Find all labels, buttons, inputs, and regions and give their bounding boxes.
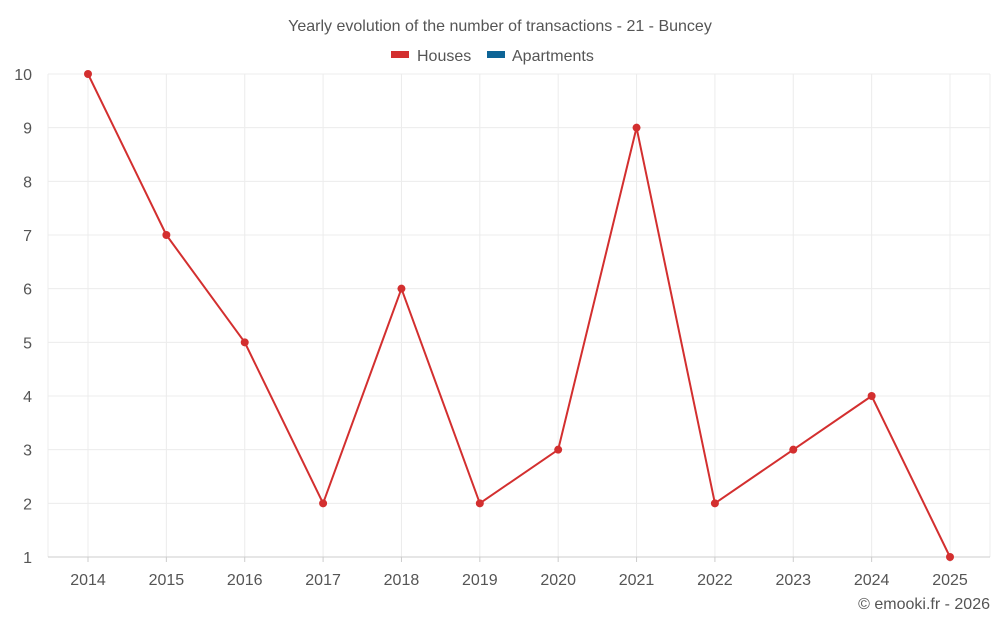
data-point — [946, 553, 954, 561]
x-tick-label: 2020 — [540, 572, 576, 589]
data-point — [475, 499, 484, 508]
x-axis: 2014 2015 2016 2017 2018 2019 2020 2021 2022 2023… — [48, 556, 990, 589]
data-point — [397, 284, 406, 293]
data-point — [554, 445, 563, 454]
x-tick-label: 2015 — [149, 572, 185, 589]
x-tick-label: 2022 — [697, 572, 733, 589]
data-point — [632, 123, 641, 132]
y-tick-label: 1 — [23, 550, 32, 567]
x-tick-label: 2017 — [305, 572, 341, 589]
x-tick-label: 2025 — [932, 572, 968, 589]
grid — [47, 73, 991, 557]
legend-label-houses[interactable]: Houses — [417, 48, 471, 65]
y-tick-label: 4 — [23, 389, 32, 406]
data-point — [84, 70, 92, 78]
data-point — [789, 445, 798, 454]
x-tick-label: 2023 — [775, 572, 811, 589]
y-axis: 1 2 3 4 5 6 7 8 9 10 — [14, 67, 32, 567]
x-tick-label: 2024 — [854, 572, 890, 589]
x-tick-label: 2019 — [462, 572, 498, 589]
y-tick-label: 8 — [23, 174, 32, 191]
series-line-houses — [87, 73, 951, 558]
legend-swatch-apartments — [487, 51, 505, 58]
x-tick-label: 2014 — [70, 572, 106, 589]
x-tick-label: 2021 — [619, 572, 655, 589]
data-point — [710, 499, 719, 508]
legend-label-apartments[interactable]: Apartments — [512, 48, 594, 65]
x-tick-label: 2018 — [384, 572, 420, 589]
y-tick-label: 7 — [23, 228, 32, 245]
legend-swatch-houses — [391, 51, 409, 58]
credit-text: © emooki.fr - 2026 — [858, 596, 990, 613]
y-tick-label: 9 — [23, 121, 32, 138]
series-houses — [84, 70, 954, 561]
legend: Houses Apartments — [391, 48, 594, 65]
y-tick-label: 6 — [23, 282, 32, 299]
chart-title: Yearly evolution of the number of transa… — [288, 18, 712, 35]
x-tick-label: 2016 — [227, 572, 263, 589]
y-tick-label: 3 — [23, 443, 32, 460]
y-tick-label: 2 — [23, 496, 32, 513]
data-point — [162, 231, 171, 239]
data-point — [240, 338, 249, 347]
data-point — [319, 499, 328, 508]
y-tick-label: 5 — [23, 335, 32, 352]
y-tick-label: 10 — [14, 67, 32, 84]
data-point — [867, 392, 876, 400]
